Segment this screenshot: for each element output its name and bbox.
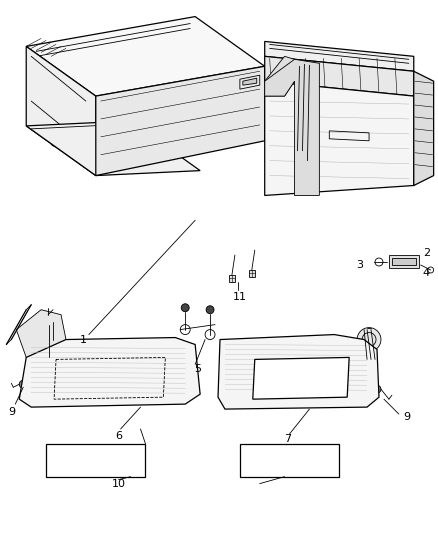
Text: 5: 5 <box>194 365 201 374</box>
Text: 4: 4 <box>422 268 429 278</box>
Circle shape <box>372 385 380 393</box>
Circle shape <box>19 380 27 388</box>
Text: 2: 2 <box>422 248 429 258</box>
Polygon shape <box>413 71 433 185</box>
Polygon shape <box>26 17 264 96</box>
Polygon shape <box>218 335 378 409</box>
Circle shape <box>205 306 214 314</box>
Text: 9: 9 <box>403 412 410 422</box>
Polygon shape <box>391 258 415 265</box>
Polygon shape <box>26 46 95 175</box>
Polygon shape <box>95 66 264 175</box>
Polygon shape <box>264 56 294 96</box>
Polygon shape <box>388 255 418 268</box>
Polygon shape <box>16 310 66 359</box>
Polygon shape <box>264 56 413 96</box>
Polygon shape <box>252 358 348 399</box>
Text: 1: 1 <box>79 335 86 344</box>
Polygon shape <box>229 275 234 282</box>
Text: 11: 11 <box>232 292 246 302</box>
Polygon shape <box>264 59 318 196</box>
Circle shape <box>181 304 189 312</box>
Text: 7: 7 <box>283 434 290 444</box>
Polygon shape <box>248 270 254 277</box>
Polygon shape <box>26 121 200 175</box>
Text: 10: 10 <box>111 479 125 489</box>
Text: 9: 9 <box>8 407 15 417</box>
Polygon shape <box>264 81 413 196</box>
Circle shape <box>356 328 380 351</box>
Text: 6: 6 <box>115 431 122 441</box>
Text: 3: 3 <box>355 260 362 270</box>
Polygon shape <box>264 42 413 71</box>
Polygon shape <box>19 337 200 407</box>
Polygon shape <box>242 78 256 85</box>
